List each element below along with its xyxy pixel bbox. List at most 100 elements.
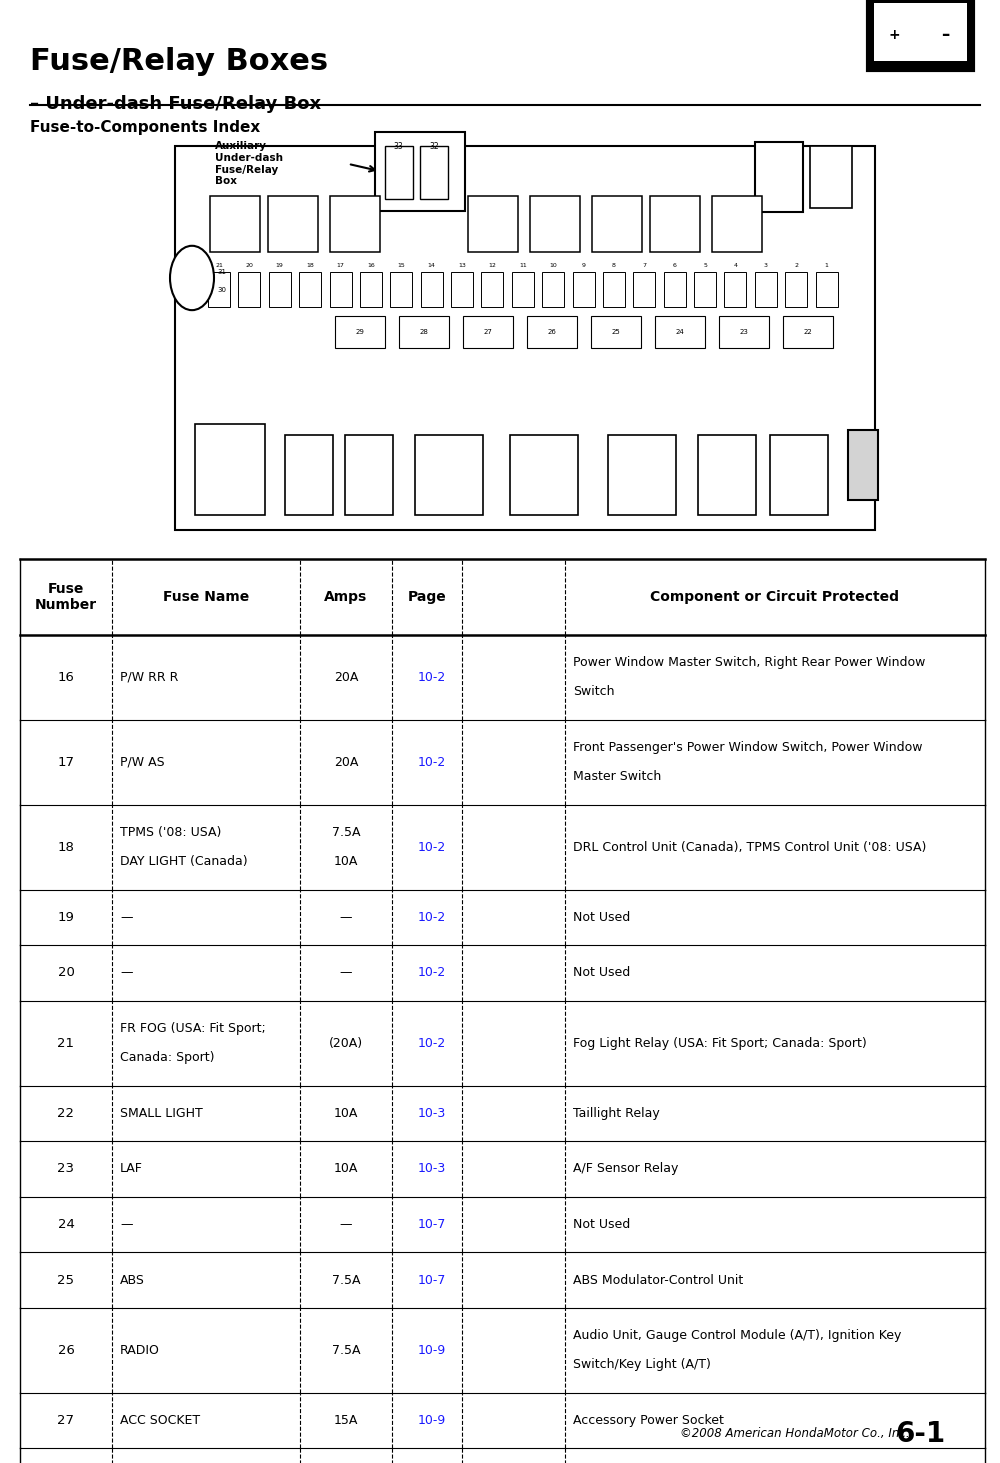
Text: 9: 9 — [582, 263, 586, 268]
Text: 31: 31 — [218, 269, 226, 275]
Bar — [415, 435, 483, 515]
Text: —: — — [340, 967, 352, 979]
Text: 21: 21 — [58, 1037, 74, 1049]
Bar — [650, 196, 700, 252]
Bar — [719, 316, 769, 348]
Bar — [360, 272, 382, 307]
Text: 26: 26 — [58, 1344, 74, 1356]
Bar — [724, 272, 746, 307]
Text: 16: 16 — [367, 263, 375, 268]
Bar — [481, 272, 503, 307]
Text: –: – — [941, 25, 949, 44]
Bar — [510, 435, 578, 515]
Text: 6-1: 6-1 — [895, 1421, 945, 1448]
Bar — [760, 146, 802, 208]
Bar — [268, 196, 318, 252]
Text: 23: 23 — [740, 329, 748, 335]
Text: 18: 18 — [306, 263, 314, 268]
Text: Fuse/Relay Boxes: Fuse/Relay Boxes — [30, 47, 328, 76]
Text: 16: 16 — [58, 672, 74, 683]
Text: Amps: Amps — [324, 590, 368, 604]
Text: 10A: 10A — [334, 856, 358, 868]
Text: 10-2: 10-2 — [418, 672, 446, 683]
Text: DRL Control Unit (Canada), TPMS Control Unit ('08: USA): DRL Control Unit (Canada), TPMS Control … — [573, 841, 926, 853]
Text: 19: 19 — [276, 263, 284, 268]
Text: Taillight Relay: Taillight Relay — [573, 1107, 660, 1119]
Bar — [345, 435, 393, 515]
Bar — [694, 272, 716, 307]
Bar — [810, 146, 852, 208]
Text: 2: 2 — [794, 263, 798, 268]
Text: 4: 4 — [733, 263, 737, 268]
Bar — [375, 132, 465, 211]
Text: 20A: 20A — [334, 756, 358, 768]
Bar — [770, 435, 828, 515]
Text: 19: 19 — [58, 911, 74, 923]
Circle shape — [170, 246, 214, 310]
Text: —: — — [340, 911, 352, 923]
Text: ©2008 American HondaMotor Co., Inc.: ©2008 American HondaMotor Co., Inc. — [680, 1426, 910, 1440]
Text: —: — — [120, 911, 132, 923]
Text: —: — — [340, 1219, 352, 1230]
Text: 25: 25 — [612, 329, 620, 335]
Bar — [783, 316, 833, 348]
Text: 10A: 10A — [334, 1107, 358, 1119]
Bar — [573, 272, 595, 307]
Text: 23: 23 — [58, 1163, 74, 1175]
Text: 32: 32 — [429, 142, 439, 151]
Text: 26: 26 — [548, 329, 556, 335]
Text: 10: 10 — [549, 263, 557, 268]
Bar — [530, 196, 580, 252]
Text: Component or Circuit Protected: Component or Circuit Protected — [650, 590, 899, 604]
Text: Auxiliary
Under-dash
Fuse/Relay
Box: Auxiliary Under-dash Fuse/Relay Box — [215, 142, 283, 186]
Text: 7.5A: 7.5A — [332, 1344, 360, 1356]
Text: 7: 7 — [642, 263, 646, 268]
Text: (20A): (20A) — [329, 1037, 363, 1049]
Text: A/F Sensor Relay: A/F Sensor Relay — [573, 1163, 678, 1175]
Text: 10-3: 10-3 — [418, 1107, 446, 1119]
Text: TPMS ('08: USA): TPMS ('08: USA) — [120, 827, 221, 838]
Text: 22: 22 — [804, 329, 812, 335]
Bar — [655, 316, 705, 348]
Text: 29: 29 — [356, 329, 364, 335]
Bar — [451, 272, 473, 307]
Text: 5: 5 — [703, 263, 707, 268]
Text: – Under-dash Fuse/Relay Box: – Under-dash Fuse/Relay Box — [30, 95, 321, 113]
Text: 27: 27 — [484, 329, 492, 335]
Text: 17: 17 — [337, 263, 344, 268]
Text: 13: 13 — [458, 263, 466, 268]
Text: 11: 11 — [519, 263, 527, 268]
Bar — [816, 272, 838, 307]
Bar — [608, 435, 676, 515]
Text: 7.5A: 7.5A — [332, 827, 360, 838]
Bar — [848, 430, 878, 500]
Bar — [527, 316, 577, 348]
Text: 10-9: 10-9 — [418, 1415, 446, 1426]
Bar — [468, 196, 518, 252]
Text: Switch/Key Light (A/T): Switch/Key Light (A/T) — [573, 1359, 711, 1371]
Text: 10-2: 10-2 — [418, 841, 446, 853]
Text: P/W RR R: P/W RR R — [120, 672, 178, 683]
Bar — [299, 272, 321, 307]
Text: —: — — [120, 1219, 132, 1230]
Text: P/W AS: P/W AS — [120, 756, 165, 768]
Text: 22: 22 — [58, 1107, 74, 1119]
Text: Fuse
Number: Fuse Number — [35, 582, 97, 612]
Text: ABS Modulator-Control Unit: ABS Modulator-Control Unit — [573, 1274, 743, 1286]
Text: Accessory Power Socket: Accessory Power Socket — [573, 1415, 724, 1426]
Text: 10-2: 10-2 — [418, 756, 446, 768]
Text: 3: 3 — [764, 263, 768, 268]
Bar — [542, 272, 564, 307]
Text: Switch: Switch — [573, 686, 614, 698]
Text: 10-7: 10-7 — [418, 1274, 446, 1286]
Bar — [238, 272, 260, 307]
Text: Front Passenger's Power Window Switch, Power Window: Front Passenger's Power Window Switch, P… — [573, 742, 922, 753]
Text: DAY LIGHT (Canada): DAY LIGHT (Canada) — [120, 856, 248, 868]
Bar — [285, 435, 333, 515]
Bar — [463, 316, 513, 348]
Text: 10-3: 10-3 — [418, 1163, 446, 1175]
Bar — [785, 272, 807, 307]
Bar — [385, 146, 413, 199]
Text: Audio Unit, Gauge Control Module (A/T), Ignition Key: Audio Unit, Gauge Control Module (A/T), … — [573, 1330, 901, 1342]
Text: 21: 21 — [215, 263, 223, 268]
